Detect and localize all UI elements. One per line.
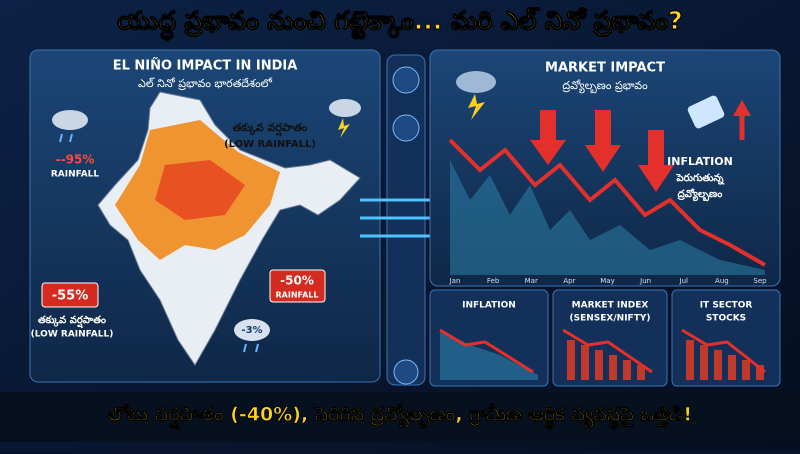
mini-bar [567, 340, 575, 380]
map-subtitle: ఎల్ నినో ప్రభావం భారతదేశంలో [138, 77, 273, 91]
icon-strip [386, 54, 426, 386]
stat-badge [41, 282, 99, 308]
price-tag [687, 95, 751, 140]
mini-title: MARKET INDEX [572, 301, 649, 311]
map-title: EL NIÑO IMPACT IN INDIA [113, 58, 298, 74]
chart-icon [392, 114, 420, 142]
mini-bar [728, 355, 736, 380]
rain-label: RAINFALL [51, 170, 100, 180]
mini-title: STOCKS [706, 314, 746, 324]
down-arrows [530, 110, 674, 192]
mini-bar [686, 340, 694, 380]
month-label: Jun [639, 277, 651, 285]
mini-bar [609, 355, 617, 380]
inflation-callout: పెరుగుతున్న [675, 173, 725, 185]
mini-title: IT SECTOR [700, 301, 753, 311]
flow-arrows [360, 198, 440, 238]
mini-trend [681, 328, 766, 374]
month-label: Sep [753, 277, 767, 285]
trend-line [448, 138, 766, 267]
mini-bar [742, 360, 750, 380]
wifi-icon [392, 66, 420, 94]
mini-bar [756, 365, 764, 380]
trend-area [450, 160, 765, 275]
stat-value: -55% [52, 289, 89, 304]
mini-bar [637, 365, 645, 380]
month-label: Jul [679, 277, 689, 285]
month-label: Mar [525, 277, 538, 285]
storm-icon [456, 71, 496, 120]
callout-note: (LOW RAINFALL) [31, 330, 114, 340]
stat-value: -3% [241, 325, 262, 336]
globe-icon [393, 359, 419, 385]
month-label: Aug [715, 277, 729, 285]
mini-area [440, 330, 538, 380]
rain-stat: --95% [56, 153, 95, 167]
market-title: MARKET IMPACT [545, 61, 665, 76]
callout-label: తక్కువ వర్షపాతం [38, 315, 106, 328]
cloud-icon [52, 110, 88, 143]
mini-trend [439, 328, 534, 374]
stat-value: -50% [280, 274, 314, 288]
inflation-callout: INFLATION [667, 155, 733, 168]
callout-note: (LOW RAINFALL) [224, 139, 316, 150]
callout-label: తక్కువ వర్షపాతం [233, 121, 308, 137]
month-label: Jan [449, 277, 461, 285]
cloud-icon [234, 319, 270, 353]
month-label: Feb [487, 277, 500, 285]
mini-trend [562, 328, 653, 374]
mini-bar [714, 350, 722, 380]
severe-zone [155, 160, 245, 220]
inflation-callout: ద్రవ్యోల్బణం [677, 187, 723, 202]
mini-bar [595, 350, 603, 380]
mini-title: (SENSEX/NIFTY) [570, 314, 651, 324]
mini-bar [623, 360, 631, 380]
storm-icon [329, 99, 361, 138]
stat-label: RAINFALL [276, 291, 319, 300]
mini-bar [581, 345, 589, 380]
month-label: May [600, 277, 614, 285]
stat-badge [269, 269, 326, 303]
month-label: Apr [563, 277, 575, 285]
market-subtitle: ద్రవ్యోల్బణం ప్రభావం [562, 79, 648, 94]
footer-band [0, 392, 800, 442]
mini-bar [700, 345, 708, 380]
mini-title: INFLATION [462, 301, 516, 311]
